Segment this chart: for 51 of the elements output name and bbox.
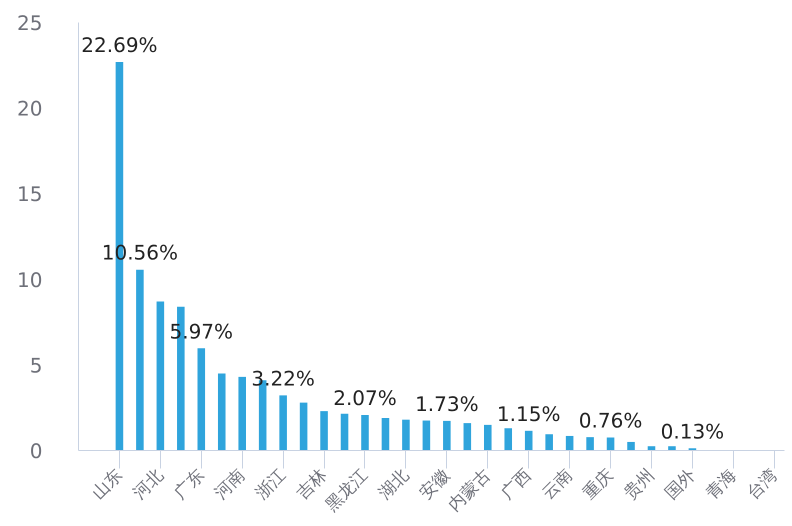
y-tick-label: 5 bbox=[30, 353, 43, 378]
x-tick-label: 青海 bbox=[702, 465, 740, 504]
x-tick-label: 湖北 bbox=[374, 465, 413, 504]
bar bbox=[627, 442, 635, 450]
data-label: 1.15% bbox=[496, 402, 560, 426]
x-tick-label: 山东 bbox=[88, 465, 126, 504]
bar bbox=[504, 428, 512, 450]
bar bbox=[300, 402, 308, 450]
x-tick-label: 重庆 bbox=[579, 465, 618, 504]
x-tick-label: 云南 bbox=[538, 465, 577, 504]
bar bbox=[566, 436, 574, 450]
bar bbox=[218, 373, 226, 450]
data-label: 2.07% bbox=[333, 386, 397, 410]
bar bbox=[606, 437, 614, 450]
x-tick-label: 广西 bbox=[498, 465, 536, 504]
data-label: 0.13% bbox=[660, 419, 724, 444]
y-tick-label: 15 bbox=[17, 182, 43, 206]
bar bbox=[320, 411, 328, 450]
bar bbox=[443, 420, 451, 450]
x-tick-label: 广东 bbox=[170, 465, 208, 504]
bar bbox=[422, 420, 430, 450]
data-label: 0.76% bbox=[578, 408, 642, 432]
bar bbox=[361, 415, 369, 450]
x-tick-label: 台湾 bbox=[743, 465, 782, 504]
bar bbox=[197, 348, 206, 450]
x-tick-label: 河南 bbox=[211, 465, 250, 504]
bar bbox=[402, 420, 410, 450]
y-tick-label: 20 bbox=[17, 96, 43, 121]
data-label: 22.69% bbox=[81, 33, 158, 58]
bar bbox=[382, 418, 390, 450]
bar bbox=[340, 414, 348, 450]
bar bbox=[484, 424, 492, 450]
bar bbox=[545, 434, 553, 450]
bar bbox=[648, 446, 656, 450]
x-tick-label: 贵州 bbox=[620, 465, 659, 504]
y-tick-label: 0 bbox=[30, 439, 43, 463]
data-label: 1.73% bbox=[415, 392, 479, 416]
y-tick-label: 25 bbox=[17, 11, 43, 35]
x-tick-label: 浙江 bbox=[252, 465, 290, 504]
x-tick-label: 河北 bbox=[129, 465, 168, 504]
bar bbox=[238, 376, 246, 450]
bar bbox=[668, 446, 676, 450]
bar bbox=[279, 395, 287, 450]
y-tick-label: 10 bbox=[17, 268, 43, 292]
bar bbox=[136, 270, 144, 450]
bar bbox=[524, 430, 532, 450]
data-label: 3.22% bbox=[251, 366, 315, 390]
bar bbox=[156, 302, 164, 450]
bar bbox=[586, 437, 594, 450]
x-tick-label: 国外 bbox=[661, 465, 700, 504]
bar bbox=[464, 423, 472, 450]
